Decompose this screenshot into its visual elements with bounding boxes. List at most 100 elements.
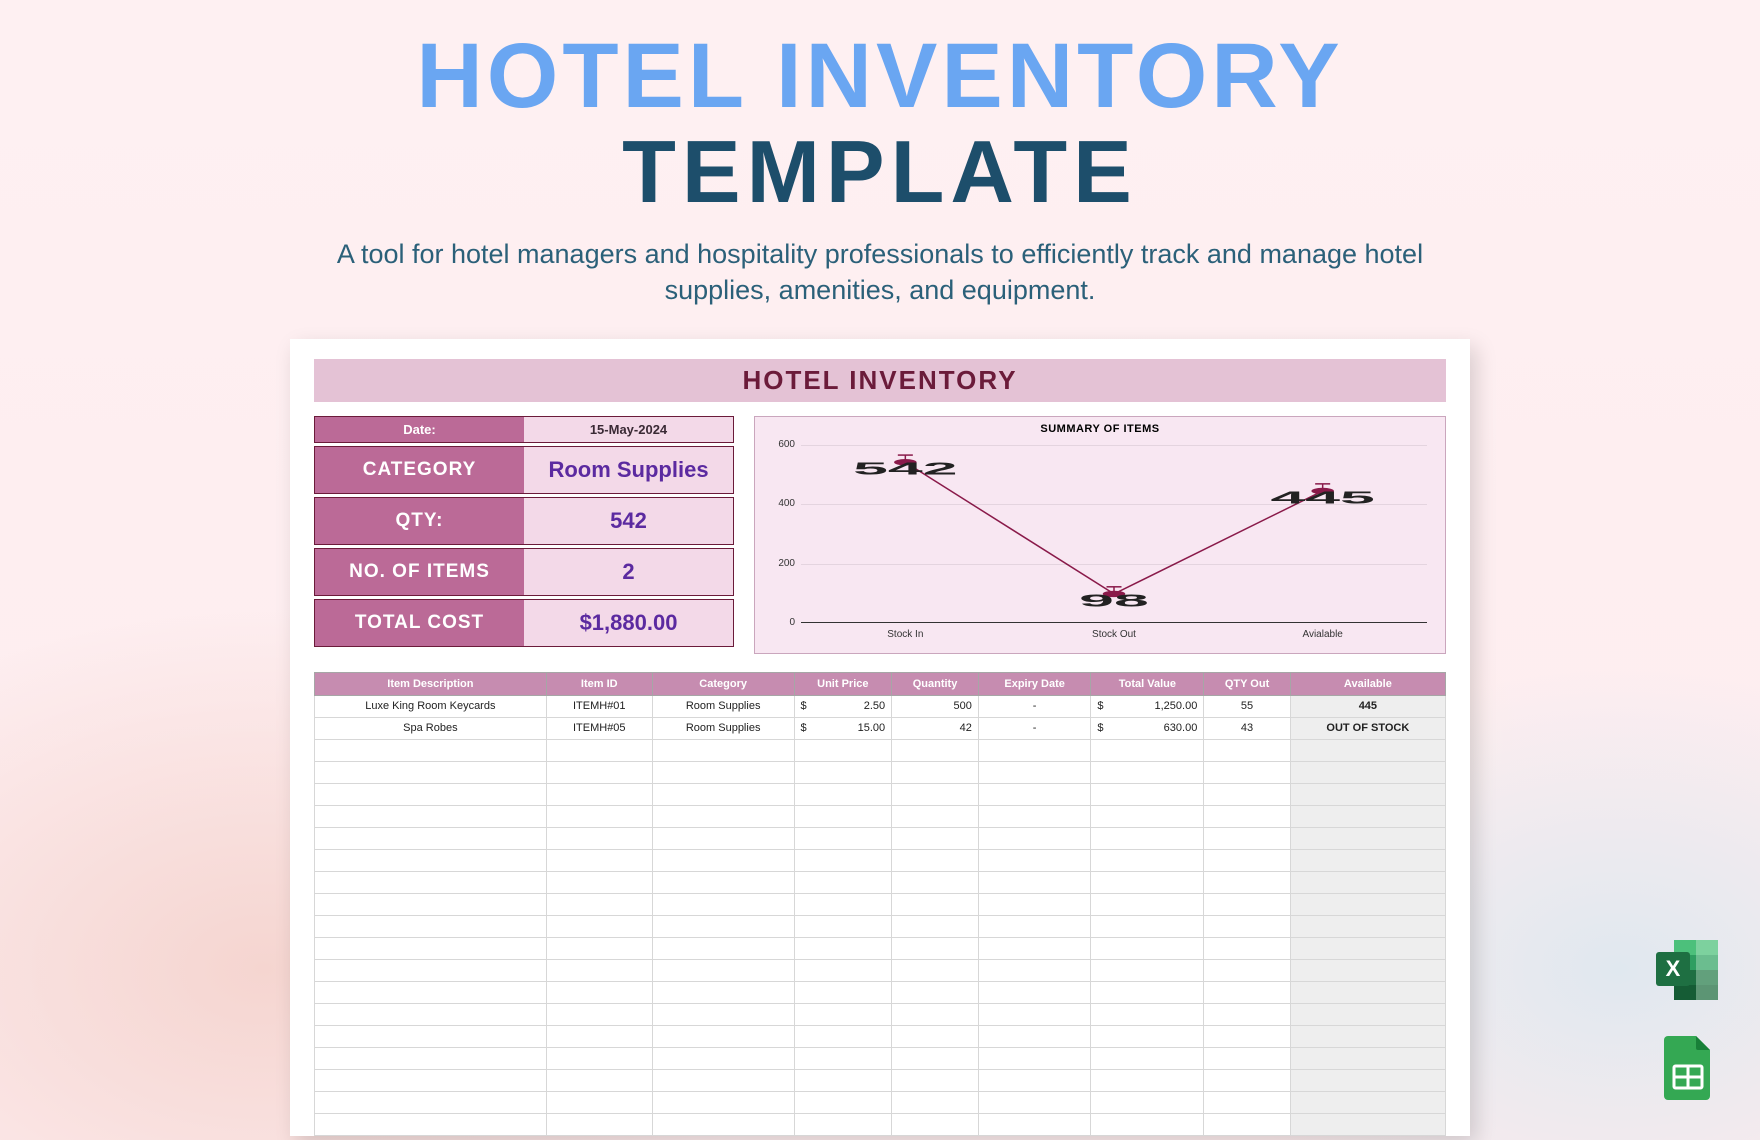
cell-empty xyxy=(652,871,794,893)
google-sheets-icon xyxy=(1652,1032,1724,1104)
inventory-table: Item DescriptionItem IDCategoryUnit Pric… xyxy=(314,672,1446,1136)
chart-plot-area: 54298445 0200400600Stock InStock OutAvia… xyxy=(801,445,1427,623)
headline-line1: HOTEL INVENTORY xyxy=(0,30,1760,122)
cell-empty xyxy=(546,959,652,981)
table-col-header: Total Value xyxy=(1091,672,1204,695)
cell-empty xyxy=(315,871,547,893)
cell-empty xyxy=(892,959,979,981)
table-col-header: Item Description xyxy=(315,672,547,695)
cell-empty xyxy=(1290,1025,1445,1047)
kv-label-qty: QTY: xyxy=(315,498,524,544)
cell-empty xyxy=(794,1047,892,1069)
cell-empty xyxy=(1290,1069,1445,1091)
kv-value-category: Room Supplies xyxy=(524,447,733,493)
cell-empty xyxy=(1204,827,1290,849)
cell-empty xyxy=(1204,1003,1290,1025)
cell-empty xyxy=(1091,783,1204,805)
chart-gridline xyxy=(801,445,1427,446)
cell-empty xyxy=(652,1047,794,1069)
kv-value-items: 2 xyxy=(524,549,733,595)
kv-date-value: 15-May-2024 xyxy=(524,417,733,442)
cell-total: $630.00 xyxy=(1091,717,1204,739)
cell-exp: - xyxy=(978,695,1090,717)
cell-empty xyxy=(1290,849,1445,871)
cell-empty xyxy=(315,739,547,761)
cell-empty xyxy=(546,805,652,827)
cell-empty xyxy=(1091,1113,1204,1135)
cell-empty xyxy=(652,761,794,783)
cell-empty xyxy=(652,827,794,849)
cell-empty xyxy=(1204,871,1290,893)
cell-empty xyxy=(978,827,1090,849)
cell-empty xyxy=(1290,893,1445,915)
cell-empty xyxy=(1204,739,1290,761)
cell-empty xyxy=(1091,1003,1204,1025)
cell-empty xyxy=(652,915,794,937)
table-row: Spa RobesITEMH#05Room Supplies$15.0042-$… xyxy=(315,717,1446,739)
cell-empty xyxy=(1290,805,1445,827)
cell-empty xyxy=(1290,1003,1445,1025)
cell-empty xyxy=(1290,1091,1445,1113)
cell-empty xyxy=(1204,959,1290,981)
table-row-empty xyxy=(315,937,1446,959)
cell-empty xyxy=(1091,849,1204,871)
table-body: Luxe King Room KeycardsITEMH#01Room Supp… xyxy=(315,695,1446,1135)
cell-empty xyxy=(315,893,547,915)
cell-empty xyxy=(1091,761,1204,783)
cell-empty xyxy=(794,761,892,783)
cell-empty xyxy=(794,1069,892,1091)
cell-id: ITEMH#01 xyxy=(546,695,652,717)
inventory-table-wrap: Item DescriptionItem IDCategoryUnit Pric… xyxy=(314,672,1446,1136)
cell-empty xyxy=(1091,981,1204,1003)
cell-empty xyxy=(1204,937,1290,959)
cell-empty xyxy=(978,893,1090,915)
cell-empty xyxy=(978,849,1090,871)
cell-empty xyxy=(978,959,1090,981)
cell-empty xyxy=(1091,915,1204,937)
cell-empty xyxy=(1290,959,1445,981)
cell-empty xyxy=(892,937,979,959)
cell-id: ITEMH#05 xyxy=(546,717,652,739)
kv-label-cost: TOTAL COST xyxy=(315,600,524,646)
chart-ytick-label: 400 xyxy=(778,498,795,509)
headline-line2: TEMPLATE xyxy=(0,128,1760,216)
spreadsheet-card: HOTEL INVENTORY Date: 15-May-2024 CATEGO… xyxy=(290,339,1470,1136)
table-row-empty xyxy=(315,981,1446,1003)
table-col-header: Category xyxy=(652,672,794,695)
table-col-header: Item ID xyxy=(546,672,652,695)
table-row-empty xyxy=(315,1069,1446,1091)
table-row-empty xyxy=(315,805,1446,827)
cell-empty xyxy=(794,1091,892,1113)
cell-empty xyxy=(978,1047,1090,1069)
cell-cat: Room Supplies xyxy=(652,717,794,739)
cell-empty xyxy=(546,739,652,761)
cell-empty xyxy=(315,937,547,959)
cell-empty xyxy=(652,1025,794,1047)
table-col-header: QTY Out xyxy=(1204,672,1290,695)
cell-avail: 445 xyxy=(1290,695,1445,717)
table-col-header: Quantity xyxy=(892,672,979,695)
table-row-empty xyxy=(315,1003,1446,1025)
cell-empty xyxy=(794,1025,892,1047)
chart-xtick-label: Stock In xyxy=(887,629,923,640)
cell-empty xyxy=(315,783,547,805)
chart-title: SUMMARY OF ITEMS xyxy=(755,417,1445,435)
subtitle-text: A tool for hotel managers and hospitalit… xyxy=(335,236,1425,309)
cell-empty xyxy=(978,1025,1090,1047)
cell-empty xyxy=(652,937,794,959)
cell-empty xyxy=(546,783,652,805)
cell-empty xyxy=(1204,849,1290,871)
cell-empty xyxy=(1290,871,1445,893)
cell-empty xyxy=(978,1091,1090,1113)
kv-row-category: CATEGORY Room Supplies xyxy=(314,446,734,494)
cell-empty xyxy=(315,959,547,981)
cell-exp: - xyxy=(978,717,1090,739)
cell-empty xyxy=(892,871,979,893)
cell-unit: $2.50 xyxy=(794,695,892,717)
cell-empty xyxy=(978,1113,1090,1135)
cell-empty xyxy=(892,761,979,783)
cell-empty xyxy=(315,1091,547,1113)
table-row-empty xyxy=(315,1047,1446,1069)
cell-desc: Luxe King Room Keycards xyxy=(315,695,547,717)
table-row-empty xyxy=(315,915,1446,937)
